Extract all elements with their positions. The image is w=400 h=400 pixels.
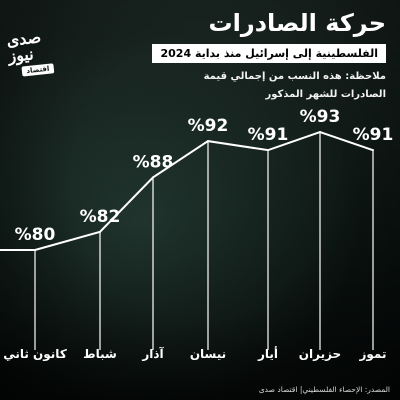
data-point [207,140,209,143]
data-point [34,249,36,251]
data-label: %91 [353,125,394,145]
data-label: %80 [15,225,56,245]
category-label: نيسان [190,347,226,361]
data-label: %82 [80,207,121,227]
data-label: %88 [133,152,174,172]
category-label: كانون ثاني [3,347,67,362]
data-label: %92 [188,116,229,136]
category-label: آذار [141,346,164,361]
data-point [372,149,374,152]
category-label: أيار [257,346,278,361]
data-label: %93 [300,107,341,127]
data-label: %91 [248,125,289,145]
series-line [34,130,374,251]
source-credit: المصدر: الإحصاء الفلسطيني| اقتصاد صدى [258,385,390,394]
data-point [99,230,101,233]
category-label: شباط [83,347,117,361]
chart-note: ملاحظة: هذه النسب من إجمالي قيمة الصادرا… [203,71,386,100]
data-point [267,149,269,152]
category-label: حزيران [299,347,341,361]
chart-subtitle: الفلسطينية إلى إسرائيل منذ بداية 2024 [152,44,386,63]
category-label: تموز [359,347,387,362]
data-point [319,131,321,133]
chart-title: حركة الصادرات [208,9,386,37]
data-point [152,176,154,179]
